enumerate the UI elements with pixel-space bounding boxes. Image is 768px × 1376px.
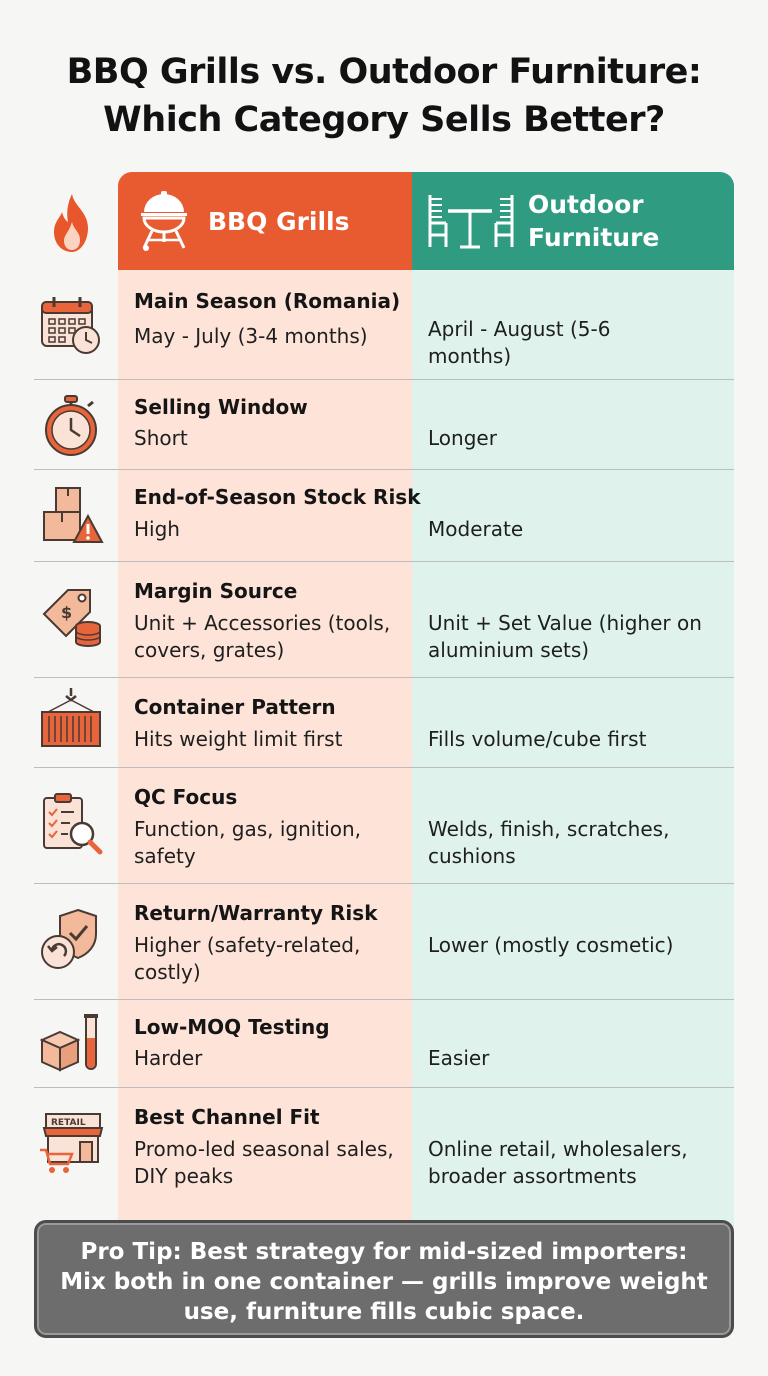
row-label: Margin Source xyxy=(134,579,298,603)
retail-store-cart-icon: RETAIL xyxy=(40,1113,104,1173)
row-channel-fit: RETAIL Best Channel Fit Promo-led season… xyxy=(34,1088,734,1218)
row-label: Low-MOQ Testing xyxy=(134,1015,330,1039)
tip-line-3: use, furniture fills cubic space. xyxy=(183,1299,585,1325)
row-stock-risk: End-of-Season Stock Risk High Moderate xyxy=(34,470,734,562)
price-tag-coins-icon: $ xyxy=(42,589,101,647)
grills-value: Function, gas, ignition, safety xyxy=(134,817,362,868)
tip-line-2: Mix both in one container — grills impro… xyxy=(60,1269,708,1295)
grills-value: High xyxy=(134,517,180,541)
grills-value: May - July (3-4 months) xyxy=(134,324,368,348)
header-bbq-grills-label: BBQ Grills xyxy=(208,206,350,236)
header-furniture-line-1: Outdoor xyxy=(528,190,644,219)
flame-icon xyxy=(54,194,88,252)
row-container-pattern: Container Pattern Hits weight limit firs… xyxy=(34,678,734,768)
grills-value: Short xyxy=(134,426,188,450)
grills-value: Promo-led seasonal sales, DIY peaks xyxy=(134,1137,394,1188)
grills-value: Hits weight limit first xyxy=(134,727,343,751)
row-selling-window: Selling Window Short Longer xyxy=(34,380,734,470)
kettle-grill-icon xyxy=(141,191,187,251)
row-label: Best Channel Fit xyxy=(134,1105,320,1129)
grills-value: Harder xyxy=(134,1046,203,1070)
header-outdoor-furniture-label: Outdoor Furniture xyxy=(528,188,678,254)
tip-line-1: Pro Tip: Best strategy for mid-sized imp… xyxy=(80,1239,688,1265)
furniture-value: Lower (mostly cosmetic) xyxy=(428,933,674,957)
table-chairs-icon xyxy=(428,195,514,249)
furniture-value: Welds, finish, scratches, cushions xyxy=(428,817,670,868)
title-line-1: BBQ Grills vs. Outdoor Furniture: xyxy=(66,52,702,92)
furniture-value: Unit + Set Value (higher on aluminium se… xyxy=(428,611,702,662)
row-label: Selling Window xyxy=(134,395,308,419)
furniture-column-background xyxy=(412,270,734,1230)
shield-return-icon xyxy=(41,908,97,969)
header-furniture-line-2: Furniture xyxy=(528,223,660,252)
box-test-tube-icon xyxy=(39,1014,98,1072)
shipping-container-icon xyxy=(41,688,101,747)
page-title: BBQ Grills vs. Outdoor Furniture: Which … xyxy=(0,48,768,144)
furniture-value: Easier xyxy=(428,1046,490,1070)
furniture-value: Online retail, wholesalers, broader asso… xyxy=(428,1137,688,1188)
row-qc-focus: QC Focus Function, gas, ignition, safety… xyxy=(34,768,734,884)
row-margin-source: $ Margin Source Unit + Accessories (tool… xyxy=(34,562,734,678)
row-label: Return/Warranty Risk xyxy=(134,901,378,925)
grills-value: Unit + Accessories (tools, covers, grate… xyxy=(134,611,391,662)
title-line-2: Which Category Sells Better? xyxy=(103,100,665,140)
furniture-value: Fills volume/cube first xyxy=(428,727,647,751)
calendar-clock-icon xyxy=(41,297,100,354)
row-label: QC Focus xyxy=(134,785,238,809)
grills-column-background xyxy=(118,270,412,1230)
boxes-warning-icon xyxy=(43,487,104,543)
checklist-magnifier-icon xyxy=(43,793,103,855)
grills-value: Higher (safety-related, costly) xyxy=(134,933,361,984)
furniture-value: Moderate xyxy=(428,517,524,541)
row-label: Main Season (Romania) xyxy=(134,289,401,313)
furniture-value: April - August (5-6 months) xyxy=(428,317,611,368)
retail-sign-text: RETAIL xyxy=(51,1118,86,1128)
pro-tip-box: Pro Tip: Best strategy for mid-sized imp… xyxy=(34,1220,734,1338)
row-low-moq: Low-MOQ Testing Harder Easier xyxy=(34,1000,734,1088)
row-label: Container Pattern xyxy=(134,695,336,719)
row-return-risk: Return/Warranty Risk Higher (safety-rela… xyxy=(34,884,734,1000)
row-label: End-of-Season Stock Risk xyxy=(134,485,421,509)
furniture-value: Longer xyxy=(428,426,497,450)
stopwatch-icon xyxy=(45,395,97,456)
header-bbq-grills: BBQ Grills xyxy=(118,172,412,270)
row-main-season: Main Season (Romania) May - July (3-4 mo… xyxy=(34,272,734,380)
svg-text:$: $ xyxy=(61,603,72,622)
header-outdoor-furniture: Outdoor Furniture xyxy=(412,172,734,270)
